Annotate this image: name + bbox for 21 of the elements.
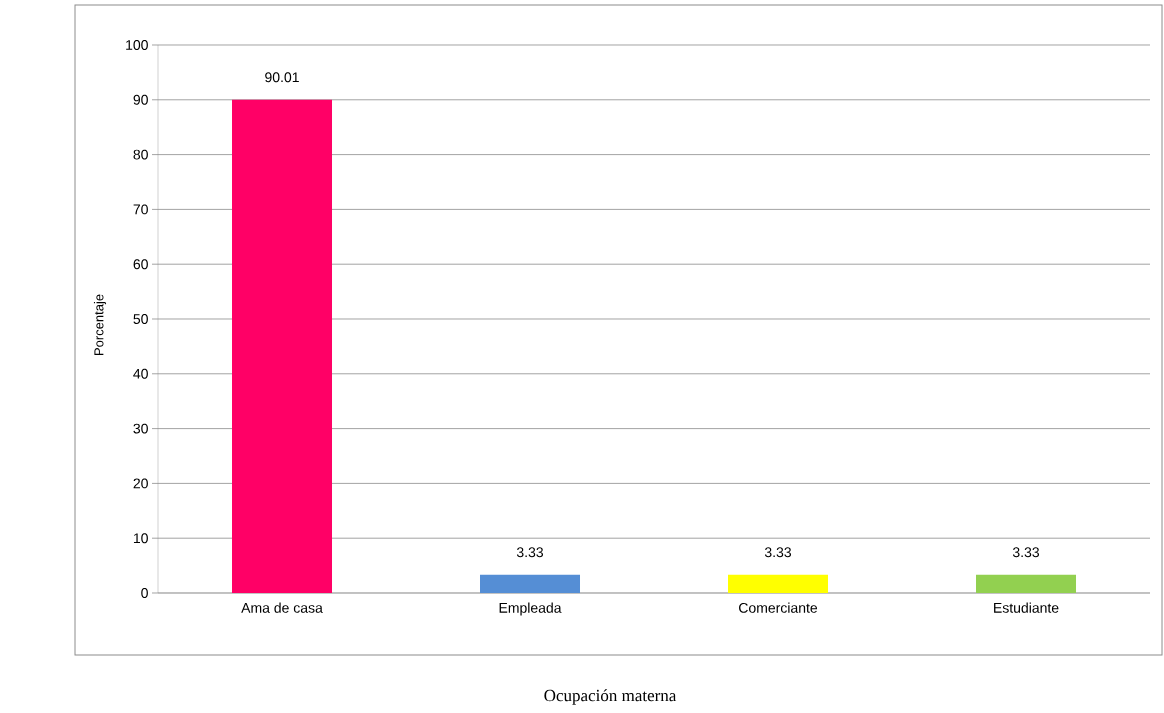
y-tick-label: 60 [133,259,148,270]
data-label: 3.33 [1012,547,1040,558]
y-tick-label: 100 [126,40,148,50]
x-tick-label: Empleada [499,602,562,616]
data-label: 3.33 [516,547,544,558]
y-tick-label: 10 [133,533,148,544]
y-tick-label: 90 [133,94,148,105]
y-tick-label: 40 [133,368,148,379]
data-label: 90.01 [265,72,299,83]
x-tick-label: Ama de casa [241,602,323,613]
x-tick-label: Estudiante [994,602,1059,613]
y-tick-label: 80 [133,149,148,160]
y-tick-label: 50 [133,314,148,324]
y-axis-title: Porcentaje [93,294,107,356]
data-label: 3.33 [764,547,792,558]
x-tick-label: Comerciante [739,602,818,613]
y-tick-label: 70 [133,204,148,215]
y-tick-label: 30 [133,423,148,434]
y-tick-label: 0 [141,588,148,598]
y-tick-label: 20 [133,478,148,489]
x-axis-title: Ocupación materna [544,689,677,705]
